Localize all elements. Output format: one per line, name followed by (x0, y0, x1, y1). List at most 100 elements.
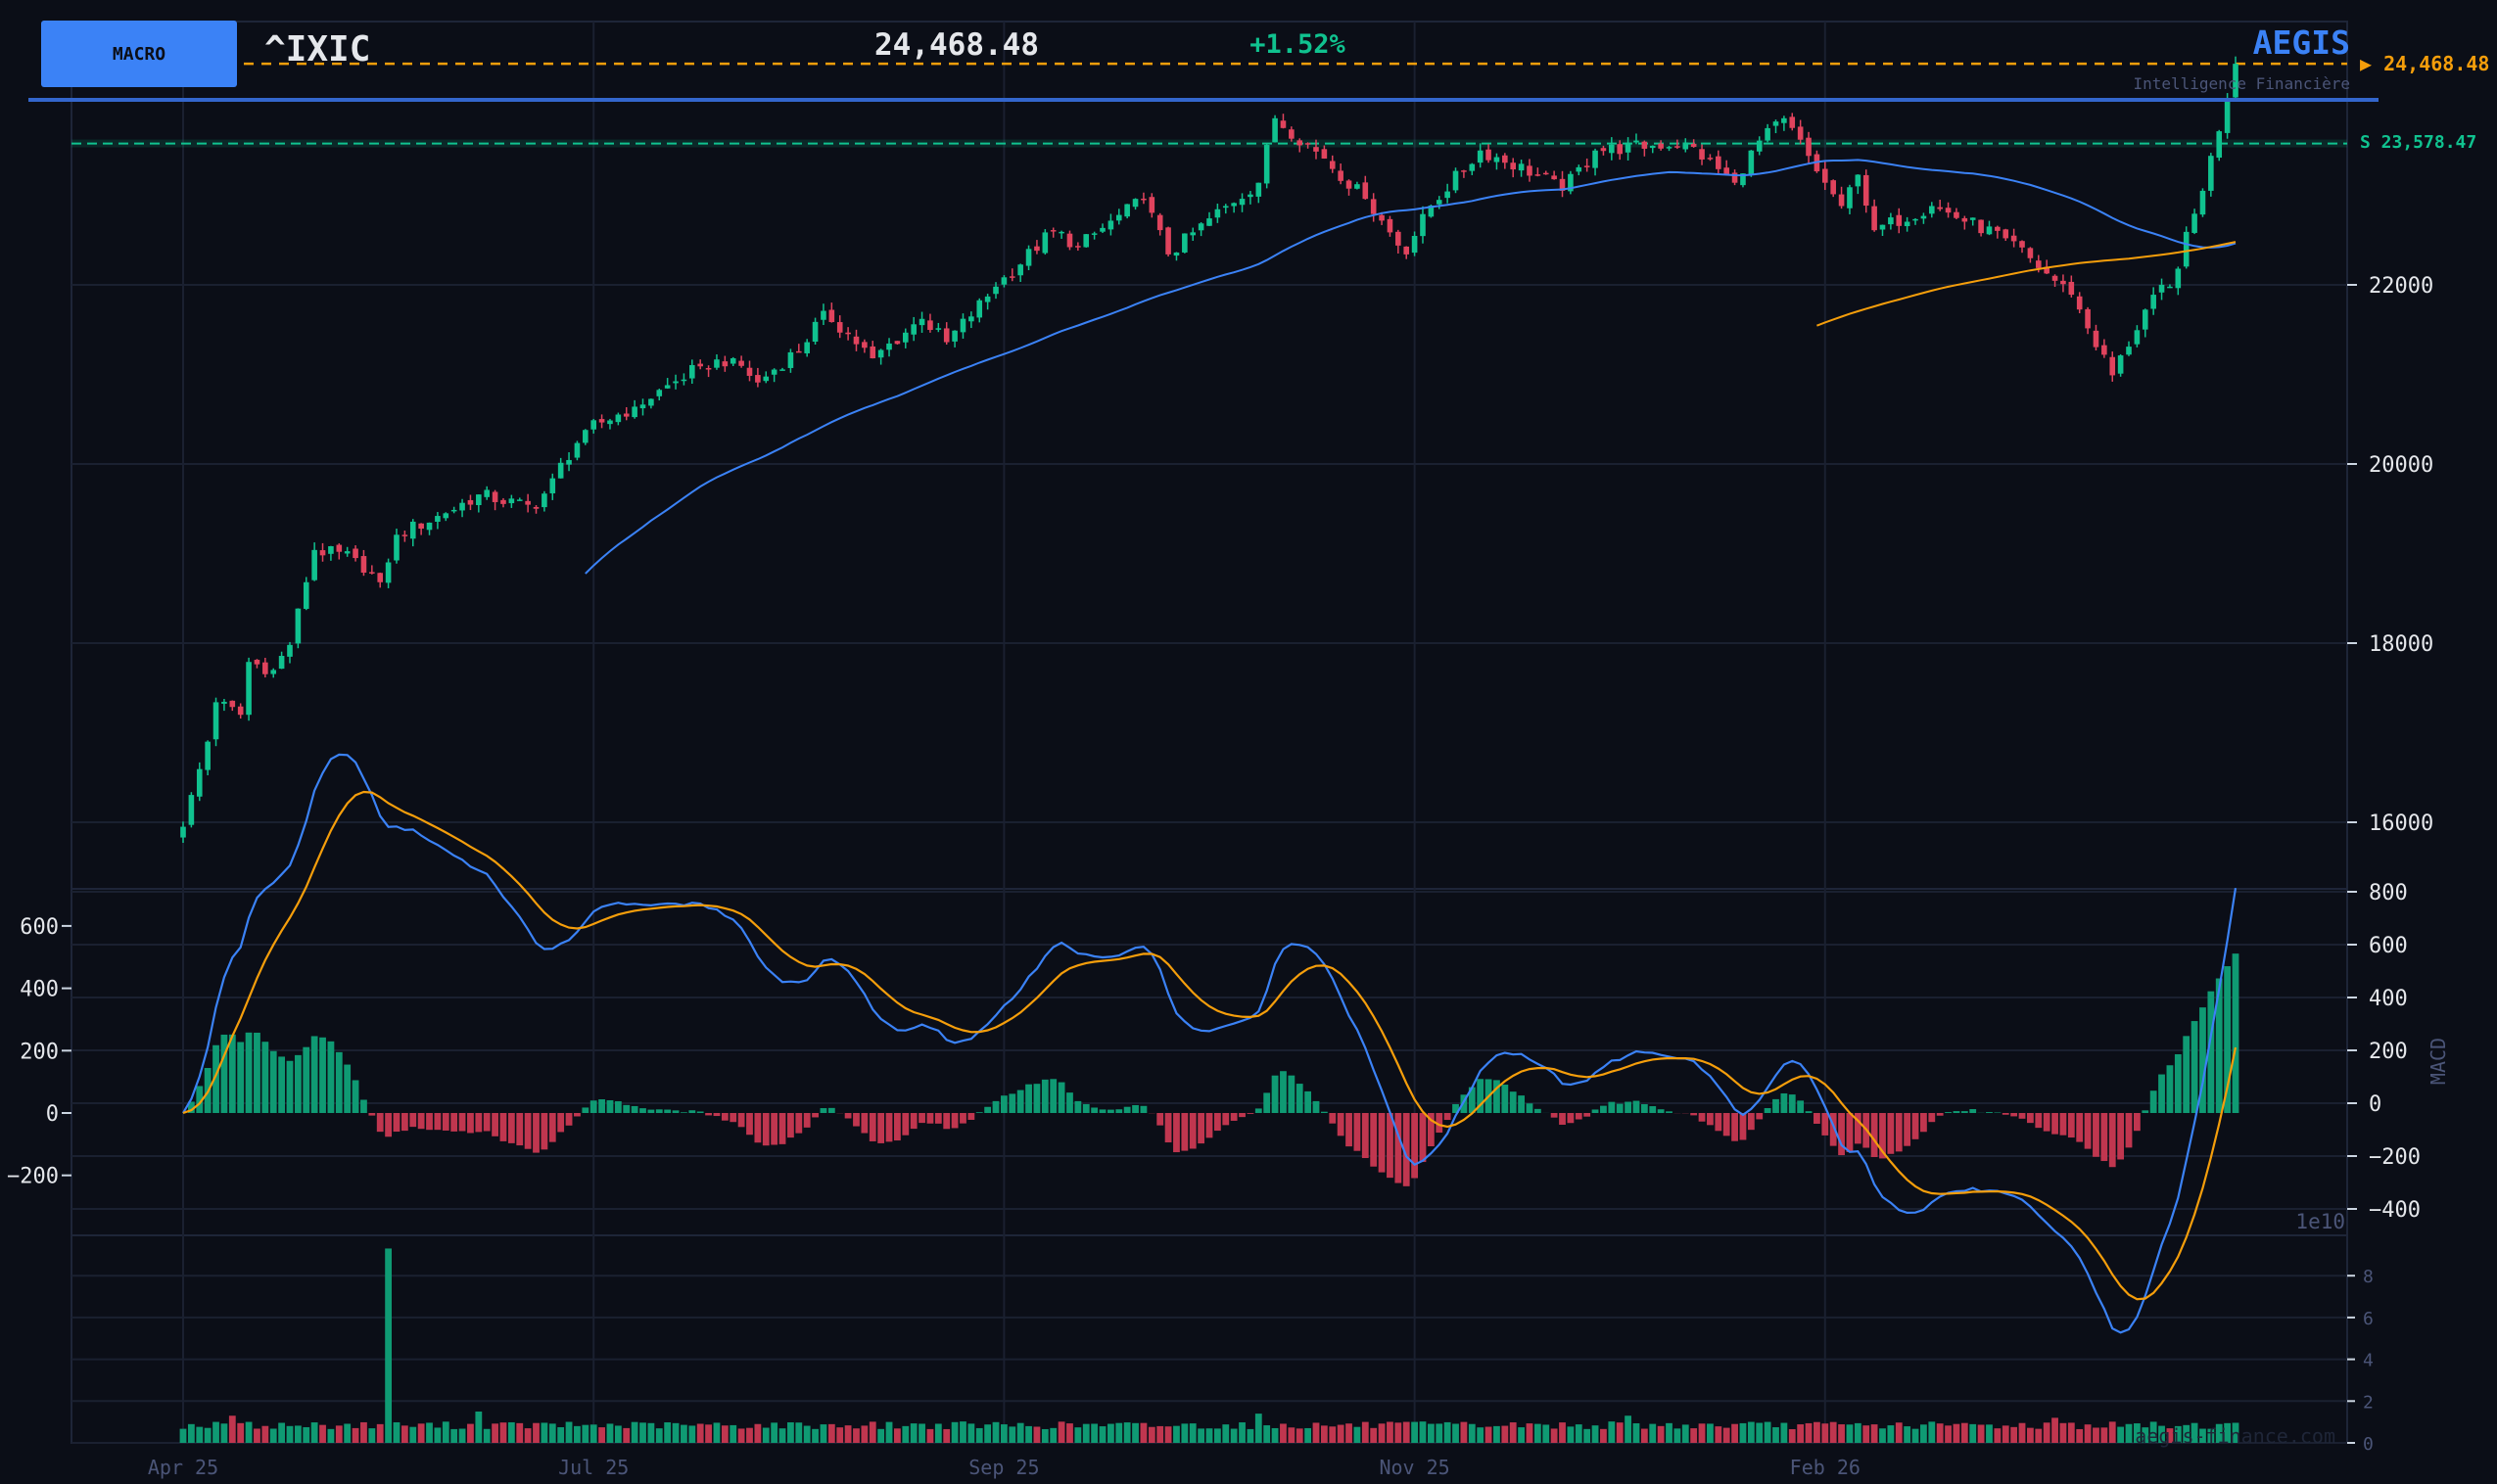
candle-body (1066, 233, 1073, 248)
x-tick-label: Sep 25 (968, 1456, 1039, 1479)
candle-body (2027, 248, 2034, 258)
macd-histogram-bar (1821, 1113, 1829, 1136)
volume-bar (1772, 1427, 1779, 1443)
volume-bar (1140, 1422, 1148, 1443)
candle-body (1723, 167, 1729, 175)
macd-histogram-bar (1353, 1113, 1361, 1151)
candle-body (196, 768, 203, 797)
macd-histogram-bar (2207, 991, 2215, 1113)
macd-histogram-bar (1329, 1113, 1337, 1124)
candle-body (1904, 221, 1910, 227)
macd-left-tick-label: 200 (20, 1040, 59, 1064)
volume-bar (2191, 1422, 2198, 1443)
candle-body (435, 516, 441, 522)
candle-body (943, 328, 950, 343)
macd-histogram-bar (582, 1107, 589, 1113)
volume-bar (1838, 1424, 1845, 1443)
candle-body (2183, 231, 2190, 267)
macd-histogram-bar (681, 1112, 687, 1113)
volume-bar (254, 1428, 260, 1443)
macd-histogram-bar (1173, 1113, 1180, 1153)
candle-body (450, 509, 457, 512)
volume-bar (376, 1423, 384, 1443)
candle-body (1477, 150, 1484, 163)
volume-bar (368, 1428, 376, 1443)
macd-histogram-bar (1986, 1112, 1993, 1113)
volume-bar (1911, 1428, 1919, 1443)
macd-histogram-bar (1239, 1113, 1246, 1118)
macd-histogram-bar (1600, 1105, 1607, 1113)
candle-body (639, 404, 646, 409)
macd-histogram-bar (1559, 1113, 1566, 1125)
macd-histogram-bar (1518, 1095, 1525, 1113)
candle-body (492, 491, 498, 502)
candle-body (409, 521, 416, 539)
x-tick-label: Feb 26 (1790, 1456, 1861, 1479)
candle-body (1649, 145, 1656, 149)
candle-body (1641, 141, 1648, 149)
candle-body (2093, 330, 2099, 348)
candle-body (828, 309, 835, 323)
volume-bar (1222, 1424, 1230, 1443)
volume-bar (1707, 1423, 1714, 1443)
macd-histogram-bar (1222, 1113, 1230, 1126)
candle-body (278, 656, 285, 670)
macd-histogram-bar (1164, 1113, 1172, 1143)
macd-histogram-bar (1936, 1113, 1944, 1116)
macd-histogram-bar (1345, 1113, 1352, 1147)
macd-histogram-bar (541, 1113, 548, 1150)
candle-body (2199, 190, 2206, 215)
candle-body (722, 361, 729, 367)
macd-histogram-bar (934, 1113, 942, 1124)
candle-body (459, 502, 465, 511)
candle-body (2224, 100, 2231, 133)
volume-bar (2108, 1421, 2116, 1443)
volume-bar (1690, 1428, 1698, 1443)
macd-histogram-bar (926, 1113, 934, 1124)
candle-body (1263, 145, 1270, 184)
candle-body (1707, 158, 1714, 160)
volume-bar (1559, 1422, 1566, 1443)
macd-histogram-bar (278, 1056, 286, 1113)
volume-bar (2232, 1422, 2239, 1443)
candle-body (212, 702, 219, 740)
volume-bar (1263, 1425, 1271, 1443)
candle-body (1173, 252, 1180, 256)
macd-histogram-bar (1107, 1109, 1114, 1113)
candle-body (1025, 249, 1032, 266)
candle-body (2060, 280, 2066, 285)
volume-bar (2043, 1422, 2050, 1443)
candle-body (1362, 182, 1369, 200)
macro-button[interactable]: MACRO (41, 21, 237, 87)
volume-bar (853, 1428, 860, 1443)
volume-bar (721, 1425, 729, 1443)
volume-bar (919, 1423, 925, 1443)
volume-bar (934, 1423, 942, 1443)
volume-bar (844, 1425, 852, 1443)
volume-bar (2035, 1428, 2043, 1443)
macd-histogram-bar (245, 1032, 253, 1113)
volume-bar (1756, 1422, 1764, 1443)
volume-bar (327, 1428, 335, 1443)
volume-bar (902, 1425, 910, 1443)
volume-bar (1329, 1426, 1337, 1443)
macd-histogram-bar (771, 1113, 778, 1145)
candle-body (927, 320, 933, 331)
candle-body (1100, 227, 1106, 232)
candle-body (763, 376, 770, 382)
macd-histogram-bar (664, 1109, 672, 1113)
volume-bar (1156, 1425, 1164, 1443)
macd-histogram-bar (1698, 1113, 1706, 1122)
volume-bar (639, 1422, 646, 1443)
volume-bar (1747, 1421, 1755, 1443)
volume-tick-label: 6 (2363, 1309, 2374, 1329)
volume-bar (1904, 1426, 1911, 1443)
macd-histogram-bar (2018, 1113, 2026, 1119)
volume-bar (1082, 1423, 1090, 1443)
volume-bar (1091, 1423, 1099, 1443)
candle-body (1436, 200, 1442, 205)
macd-histogram-bar (467, 1113, 474, 1134)
macd-right-tick-label: 400 (2369, 987, 2408, 1011)
candle-body (1527, 165, 1532, 176)
candle-body (2208, 156, 2214, 191)
